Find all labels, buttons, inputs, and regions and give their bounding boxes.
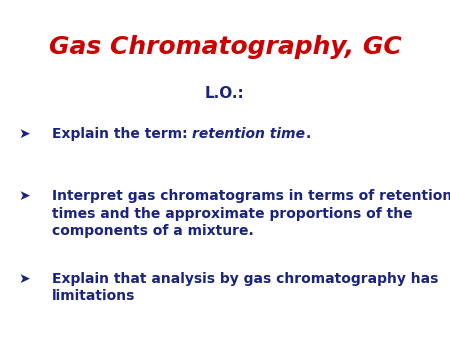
Text: Gas Chromatography, GC: Gas Chromatography, GC [49,35,401,59]
Text: Explain the term:: Explain the term: [52,127,192,141]
Text: L.O.:: L.O.: [205,86,245,101]
Text: ➤: ➤ [18,127,30,141]
Text: retention time: retention time [192,127,305,141]
Text: .: . [305,127,310,141]
Text: Interpret gas chromatograms in terms of retention
times and the approximate prop: Interpret gas chromatograms in terms of … [52,189,450,238]
Text: ➤: ➤ [18,189,30,203]
Text: Explain that analysis by gas chromatography has
limitations: Explain that analysis by gas chromatogra… [52,272,438,304]
Text: ➤: ➤ [18,272,30,286]
